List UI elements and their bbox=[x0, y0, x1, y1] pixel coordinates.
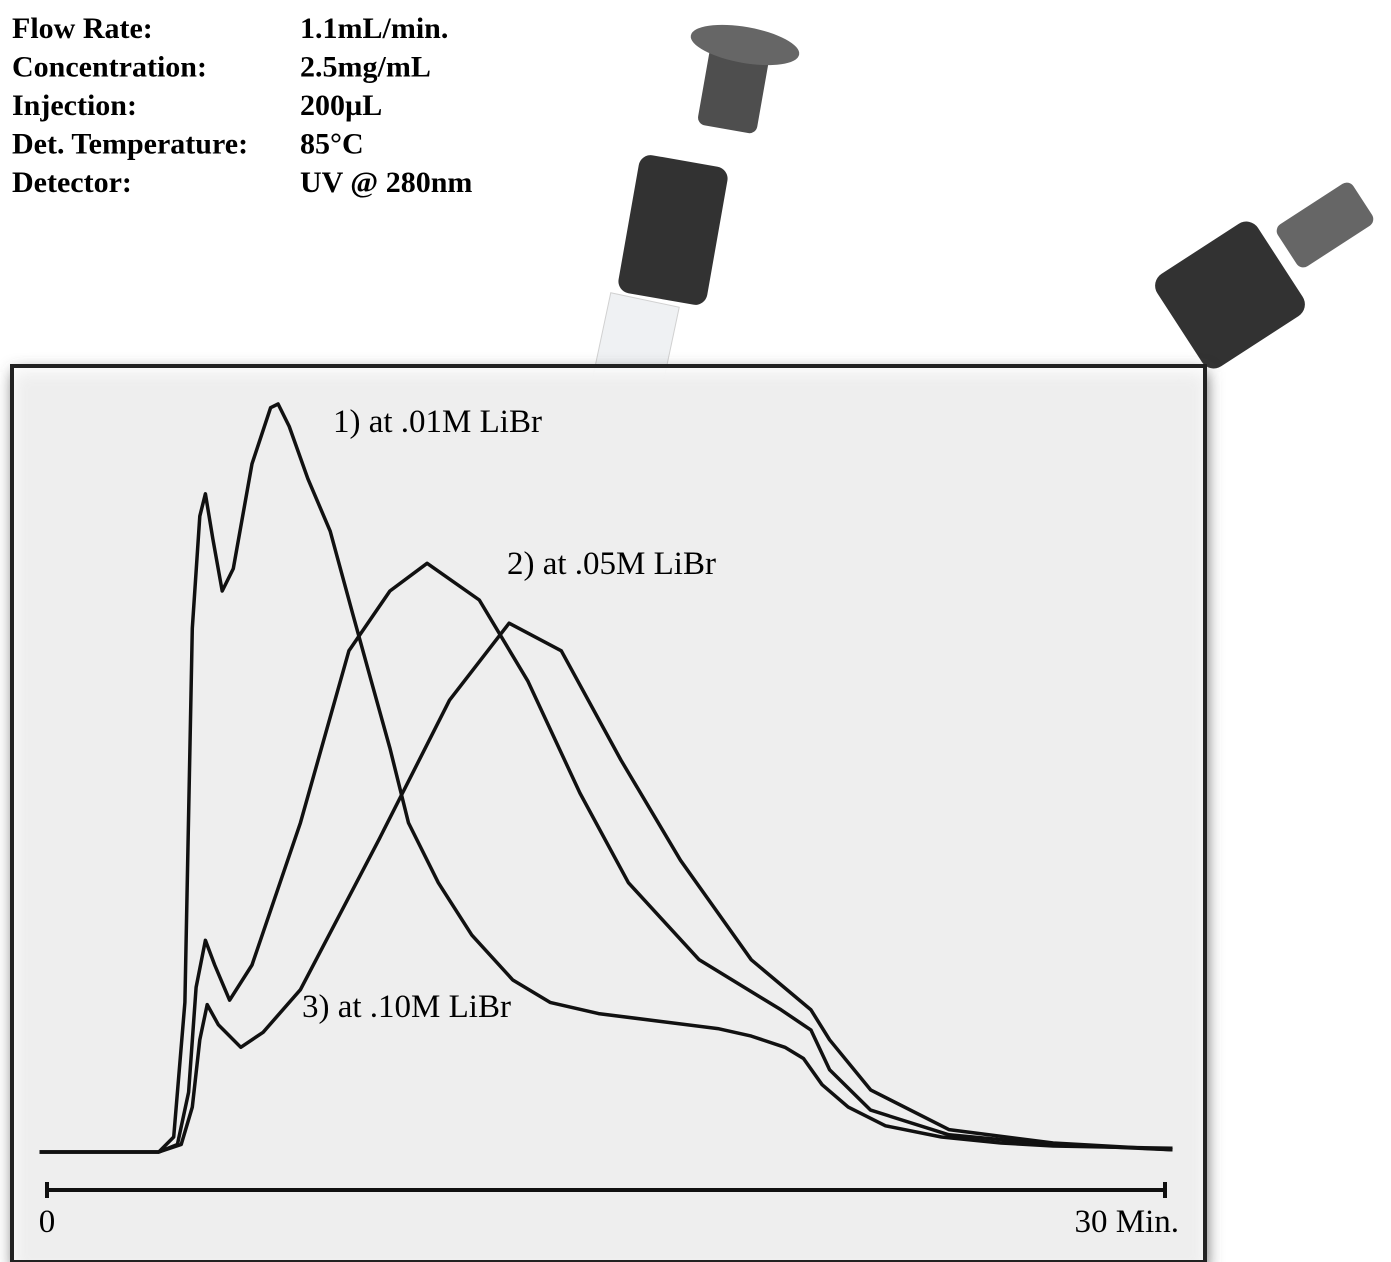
condition-value: 200µL bbox=[300, 89, 382, 122]
plot: 0 30 Min. 1) at .01M LiBr 2) at .05M LiBr 3)… bbox=[39, 402, 1179, 1240]
condition-value: 85°C bbox=[300, 128, 364, 161]
condition-value: UV @ 280nm bbox=[300, 166, 472, 199]
trace-label: 2) at .05M LiBr bbox=[507, 546, 716, 582]
condition-label: Injection: bbox=[12, 89, 137, 122]
trace-label: 3) at .10M LiBr bbox=[302, 989, 511, 1025]
condition-label: Concentration: bbox=[12, 51, 207, 84]
chart-panel bbox=[10, 364, 1207, 1262]
trace bbox=[39, 561, 1173, 1154]
trace bbox=[39, 621, 1173, 1154]
trace-label: 1) at .01M LiBr bbox=[333, 404, 542, 440]
condition-label: Det. Temperature: bbox=[12, 128, 248, 161]
trace bbox=[39, 402, 1173, 1154]
x-tick-label: 0 bbox=[39, 1204, 56, 1240]
x-tick-label: 30 Min. bbox=[1074, 1204, 1179, 1240]
conditions: Flow Rate: 1.1mL/min. Concentration: 2.5mg/… bbox=[12, 12, 472, 199]
condition-value: 1.1mL/min. bbox=[300, 12, 448, 45]
condition-label: Detector: bbox=[12, 166, 132, 199]
condition-label: Flow Rate: bbox=[12, 12, 153, 45]
condition-value: 2.5mg/mL bbox=[300, 51, 431, 84]
